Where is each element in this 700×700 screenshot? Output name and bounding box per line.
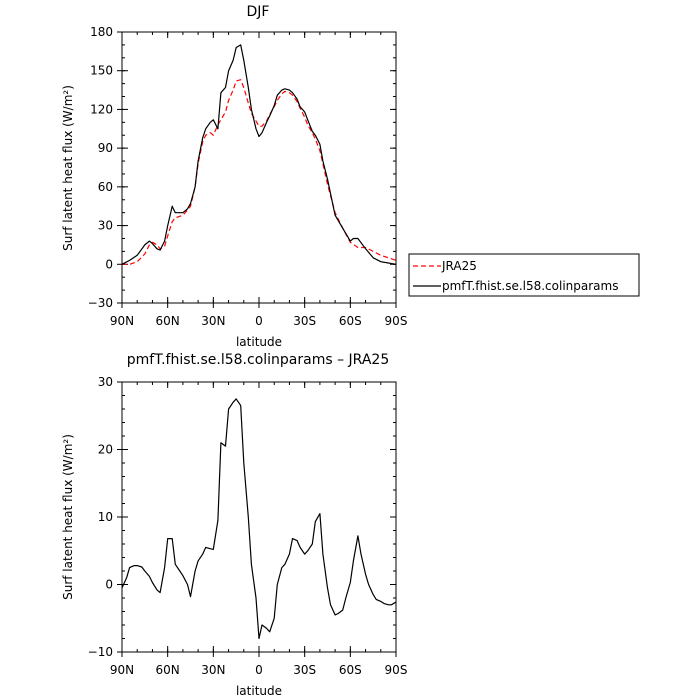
y-tick-label: 90 bbox=[98, 141, 113, 155]
bottom-plot-frame bbox=[121, 381, 397, 653]
x-tick-label: 90N bbox=[110, 314, 134, 328]
series-line-jra25 bbox=[122, 79, 397, 265]
x-tick-label: 30S bbox=[293, 663, 316, 677]
x-tick-label: 0 bbox=[255, 663, 263, 677]
bottom-x-axis-label: latitude bbox=[236, 684, 282, 698]
top-x-tick-labels: 90N 60N 30N 0 30S 60S 90S bbox=[110, 314, 408, 328]
legend-label-jra25: JRA25 bbox=[441, 259, 477, 273]
x-tick-label: 60S bbox=[339, 663, 362, 677]
series-line-difference bbox=[121, 398, 397, 640]
top-panel: DJF −30 0 30 60 90 120 150 180 90N 60N 30N 0 30S 60S… bbox=[61, 4, 407, 349]
bottom-panel: pmfT.fhist.se.l58.colinparams – JRA25 −1… bbox=[61, 352, 407, 698]
y-tick-label: 20 bbox=[98, 443, 113, 457]
y-tick-label: 30 bbox=[98, 375, 113, 389]
bottom-y-axis-label: Surf latent heat flux (W/m²) bbox=[61, 434, 75, 600]
top-chart-title: DJF bbox=[247, 4, 270, 20]
y-tick-label: 120 bbox=[90, 102, 113, 116]
x-tick-label: 90S bbox=[385, 314, 408, 328]
top-axis-ticks bbox=[117, 31, 397, 308]
y-tick-label: −10 bbox=[88, 645, 113, 659]
bottom-axis-ticks bbox=[117, 381, 397, 657]
top-plot-frame bbox=[121, 31, 397, 304]
legend-box bbox=[408, 253, 640, 297]
top-y-axis-label: Surf latent heat flux (W/m²) bbox=[61, 85, 75, 251]
x-tick-label: 90S bbox=[385, 663, 408, 677]
top-x-axis-label: latitude bbox=[236, 335, 282, 349]
top-y-tick-labels: −30 0 30 60 90 120 150 180 bbox=[88, 25, 113, 310]
x-tick-label: 60N bbox=[156, 663, 180, 677]
legend: JRA25 pmfT.fhist.se.l58.colinparams bbox=[408, 253, 640, 297]
y-tick-label: 0 bbox=[105, 257, 113, 271]
x-tick-label: 0 bbox=[255, 314, 263, 328]
y-tick-label: 10 bbox=[98, 510, 113, 524]
x-tick-label: 60S bbox=[339, 314, 362, 328]
x-tick-label: 90N bbox=[110, 663, 134, 677]
series-line-pmft-fhist-se-l58-colinparams bbox=[121, 44, 397, 265]
bottom-y-tick-labels: −10 0 10 20 30 bbox=[88, 375, 113, 659]
x-tick-label: 30S bbox=[293, 314, 316, 328]
top-series-group bbox=[121, 44, 397, 265]
x-tick-label: 30N bbox=[201, 314, 225, 328]
bottom-chart-title: pmfT.fhist.se.l58.colinparams – JRA25 bbox=[127, 352, 389, 368]
y-tick-label: 0 bbox=[105, 578, 113, 592]
legend-label-model: pmfT.fhist.se.l58.colinparams bbox=[442, 279, 618, 293]
y-tick-label: 180 bbox=[90, 25, 113, 39]
y-tick-label: 30 bbox=[98, 219, 113, 233]
bottom-x-tick-labels: 90N 60N 30N 0 30S 60S 90S bbox=[110, 663, 408, 677]
x-tick-label: 30N bbox=[201, 663, 225, 677]
y-tick-label: −30 bbox=[88, 296, 113, 310]
y-tick-label: 60 bbox=[98, 180, 113, 194]
x-tick-label: 60N bbox=[156, 314, 180, 328]
y-tick-label: 150 bbox=[90, 64, 113, 78]
bottom-series-group bbox=[121, 398, 397, 640]
